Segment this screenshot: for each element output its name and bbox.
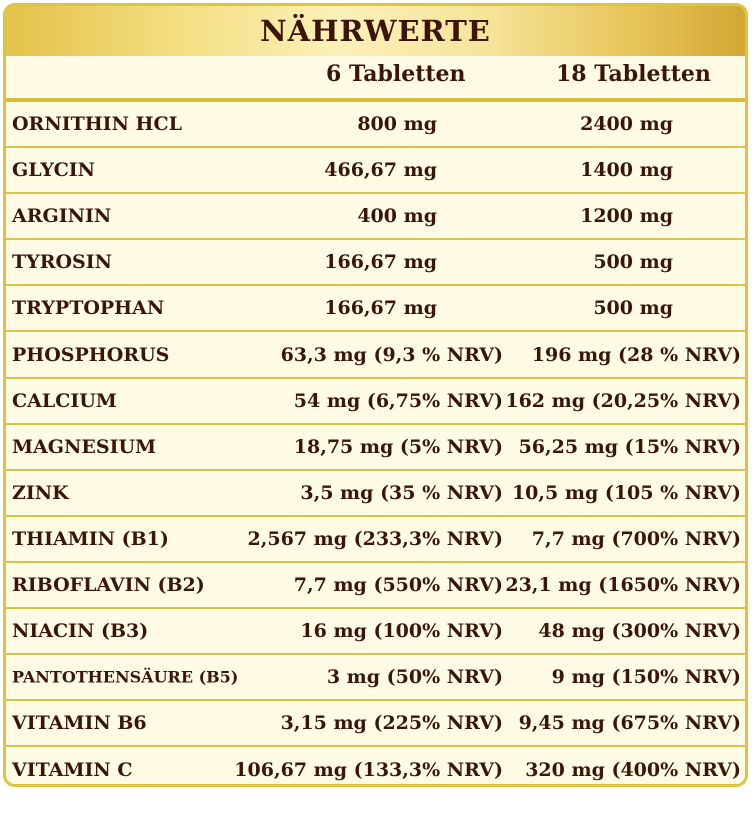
value-6-tabletten: 7,7 mg (550% NRV) — [293, 573, 503, 596]
value-6-tabletten: 106,67 mg (133,3% NRV) — [234, 759, 503, 782]
nutrient-name: NIACIN (B3) — [12, 620, 149, 643]
value-18-tabletten: 23,1 mg (1650% NRV) — [505, 573, 741, 596]
value-6-tabletten: 3,15 mg (225% NRV) — [280, 712, 503, 735]
table-row: THIAMIN (B1) 2,567 mg (233,3% NRV) 7,7 mg … — [6, 517, 745, 563]
nutrient-name: PHOSPHORUS — [12, 343, 170, 366]
value-18-tabletten: 196 mg (28 % NRV) — [531, 343, 741, 366]
table-row: VITAMIN C 106,67 mg (133,3% NRV) 320 mg (4… — [6, 747, 745, 784]
value-18-tabletten: 1400 mg — [580, 159, 673, 182]
value-18-tabletten: 9,45 mg (675% NRV) — [518, 712, 741, 735]
value-18-tabletten: 9 mg (150% NRV) — [551, 666, 741, 689]
value-6-tabletten: 466,67 mg — [324, 159, 437, 182]
table-row: PANTOTHENSÄURE (B5) 3 mg (50% NRV) 9 mg (1… — [6, 655, 745, 702]
nutrient-name: ZINK — [12, 481, 69, 504]
value-18-tabletten: 10,5 mg (105 % NRV) — [511, 481, 741, 504]
value-18-tabletten: 320 mg (400% NRV) — [525, 759, 741, 782]
value-18-tabletten: 48 mg (300% NRV) — [538, 620, 741, 643]
table-row: VITAMIN B6 3,15 mg (225% NRV) 9,45 mg (675… — [6, 701, 745, 748]
value-6-tabletten: 3,5 mg (35 % NRV) — [300, 481, 503, 504]
nutrient-name: ORNITHIN HCL — [12, 113, 182, 136]
value-18-tabletten: 2400 mg — [580, 113, 673, 136]
nutrition-table: NÄHRWERTE 6 Tabletten 18 Tabletten ORNIT… — [3, 3, 748, 787]
value-6-tabletten: 400 mg — [357, 205, 437, 228]
value-18-tabletten: 1200 mg — [580, 205, 673, 228]
value-18-tabletten: 162 mg (20,25% NRV) — [505, 389, 741, 412]
value-18-tabletten: 7,7 mg (700% NRV) — [531, 527, 741, 550]
column-header-row: 6 Tabletten 18 Tabletten — [6, 56, 745, 102]
table-body: ORNITHIN HCL 800 mg 2400 mg GLYCIN 466,67 mg… — [6, 102, 745, 784]
table-row: NIACIN (B3) 16 mg (100% NRV) 48 mg (300% N… — [6, 609, 745, 656]
table-row: TYROSIN 166,67 mg 500 mg — [6, 240, 745, 287]
nutrient-name: TYROSIN — [12, 251, 113, 274]
nutrient-name: PANTOTHENSÄURE (B5) — [12, 667, 239, 687]
table-row: ORNITHIN HCL 800 mg 2400 mg — [6, 102, 745, 149]
table-row: TRYPTOPHAN 166,67 mg 500 mg — [6, 286, 745, 333]
table-row: CALCIUM 54 mg (6,75% NRV) 162 mg (20,25% N… — [6, 379, 745, 425]
nutrient-name: RIBOFLAVIN (B2) — [12, 573, 205, 596]
value-18-tabletten: 56,25 mg (15% NRV) — [518, 435, 741, 458]
nutrient-name: THIAMIN (B1) — [12, 527, 169, 550]
value-18-tabletten: 500 mg — [593, 251, 673, 274]
value-6-tabletten: 16 mg (100% NRV) — [300, 620, 503, 643]
column-header-18-tabletten: 18 Tabletten — [556, 61, 711, 87]
table-row: ARGININ 400 mg 1200 mg — [6, 194, 745, 241]
nutrient-name: GLYCIN — [12, 159, 95, 182]
table-row: ZINK 3,5 mg (35 % NRV) 10,5 mg (105 % NRV) — [6, 471, 745, 517]
table-row: RIBOFLAVIN (B2) 7,7 mg (550% NRV) 23,1 mg … — [6, 563, 745, 610]
value-6-tabletten: 2,567 mg (233,3% NRV) — [247, 527, 503, 550]
nutrient-name: CALCIUM — [12, 389, 117, 412]
table-title: NÄHRWERTE — [260, 14, 491, 48]
nutrient-name: VITAMIN B6 — [12, 712, 147, 735]
value-6-tabletten: 166,67 mg — [324, 251, 437, 274]
value-6-tabletten: 54 mg (6,75% NRV) — [293, 389, 503, 412]
table-row: MAGNESIUM 18,75 mg (5% NRV) 56,25 mg (15% … — [6, 425, 745, 471]
nutrient-name: ARGININ — [12, 205, 112, 228]
value-6-tabletten: 166,67 mg — [324, 297, 437, 320]
nutrient-name: TRYPTOPHAN — [12, 297, 165, 320]
value-6-tabletten: 3 mg (50% NRV) — [326, 666, 503, 689]
table-row: PHOSPHORUS 63,3 mg (9,3 % NRV) 196 mg (28 … — [6, 332, 745, 379]
nutrient-name: MAGNESIUM — [12, 435, 157, 458]
value-6-tabletten: 63,3 mg (9,3 % NRV) — [280, 343, 503, 366]
value-6-tabletten: 800 mg — [357, 113, 437, 136]
value-18-tabletten: 500 mg — [593, 297, 673, 320]
table-row: GLYCIN 466,67 mg 1400 mg — [6, 148, 745, 195]
nutrient-name: VITAMIN C — [12, 759, 133, 782]
column-header-6-tabletten: 6 Tabletten — [326, 61, 466, 87]
value-6-tabletten: 18,75 mg (5% NRV) — [293, 435, 503, 458]
title-bar: NÄHRWERTE — [6, 6, 745, 56]
